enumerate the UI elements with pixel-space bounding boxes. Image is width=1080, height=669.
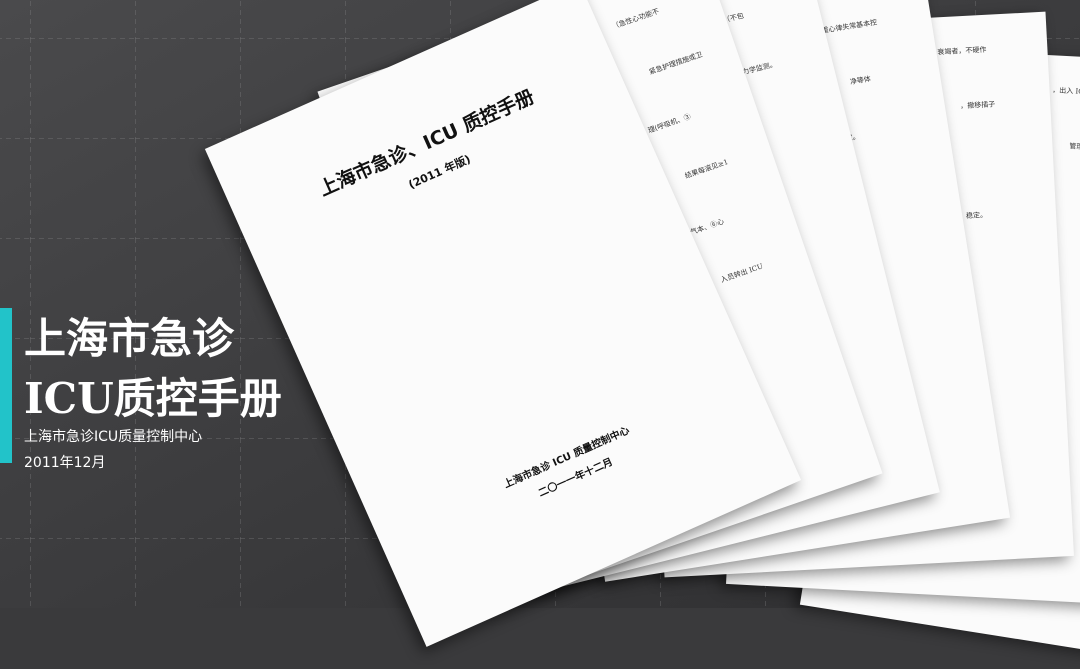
page-fragment: 衰竭者，不硬作 bbox=[937, 45, 987, 57]
page-fragment: 稳定。 bbox=[965, 210, 988, 221]
page-fragment: 紧急护理措施或卫 bbox=[648, 50, 704, 77]
hero-title-1: 上海市急诊 bbox=[24, 314, 235, 363]
page-fragment: ，出入 ICE bbox=[1052, 86, 1080, 97]
hero-title-2: ICU质控手册 bbox=[24, 374, 282, 423]
page-fragment: ，撤移插子 bbox=[960, 100, 996, 111]
page-fragment: 力学监测。 bbox=[741, 60, 778, 77]
front-edition: (2011 年版) bbox=[406, 152, 473, 192]
accent-bar bbox=[0, 308, 12, 463]
hero-date: 2011年12月 bbox=[24, 455, 106, 471]
page-fragment: 重心律失常基本控 bbox=[821, 18, 878, 36]
page-fragment: 理(呼吸机、③ bbox=[647, 112, 692, 135]
page-fragment: 入员转出 ICU bbox=[719, 262, 765, 285]
hero-subtitle: 上海市急诊ICU质量控制中心 bbox=[24, 429, 203, 445]
page-fragment: 管理；应 bbox=[1069, 142, 1080, 152]
page-fragment: 结果每滚见≥1 bbox=[683, 157, 730, 181]
page-fragment: （急性心功能不 bbox=[611, 7, 661, 31]
front-publisher: 上海市急诊 ICU 质量控制中心 bbox=[502, 425, 632, 491]
page-fragment: 净等体 bbox=[849, 75, 872, 87]
